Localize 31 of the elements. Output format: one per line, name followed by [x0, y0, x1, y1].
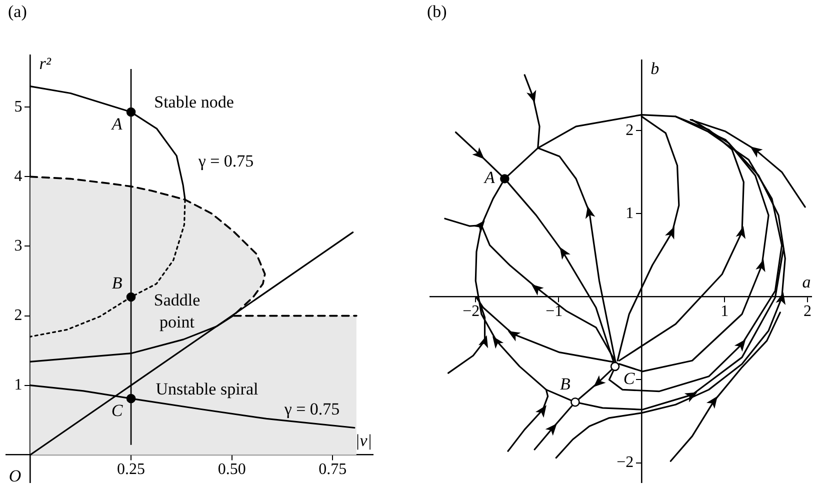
chart-title: (b)	[427, 2, 447, 22]
x-tick-label: 0.25	[117, 461, 146, 478]
y-axis-title: b	[650, 58, 660, 78]
data-label: A	[110, 114, 123, 134]
data-label: A	[483, 168, 496, 188]
x-tick-label: −1	[546, 302, 563, 320]
x-axis-title: |v|	[355, 430, 372, 450]
y-tick-label: 1	[626, 204, 634, 222]
data-label: C	[623, 368, 636, 388]
y-tick-label: 5	[14, 98, 22, 116]
data-label: B	[112, 273, 123, 292]
data-label: C	[111, 401, 124, 420]
annotation: Stable node	[154, 92, 234, 112]
annotation: Unstable spiral	[156, 379, 258, 398]
y-axis-title: r²	[39, 54, 52, 73]
x-tick-label: 0.75	[318, 461, 347, 478]
x-tick-label: 2	[804, 302, 812, 320]
y-tick-label: 4	[14, 168, 22, 185]
x-tick-label: 1	[720, 302, 729, 320]
annotation: γ = 0.75	[197, 151, 254, 170]
y-tick-label: 2	[626, 122, 634, 139]
annotation: γ = 0.75	[283, 399, 340, 418]
x-axis-title: a	[802, 272, 811, 292]
y-tick-label: 3	[14, 237, 22, 254]
y-tick-label: 1	[14, 376, 22, 394]
annotation: O	[8, 466, 22, 486]
annotation: Saddle point	[154, 290, 200, 332]
data-label: B	[560, 374, 572, 394]
x-tick-label: −2	[462, 302, 480, 320]
chart-title: (a)	[8, 2, 27, 22]
x-tick-label: 0.50	[218, 461, 246, 478]
